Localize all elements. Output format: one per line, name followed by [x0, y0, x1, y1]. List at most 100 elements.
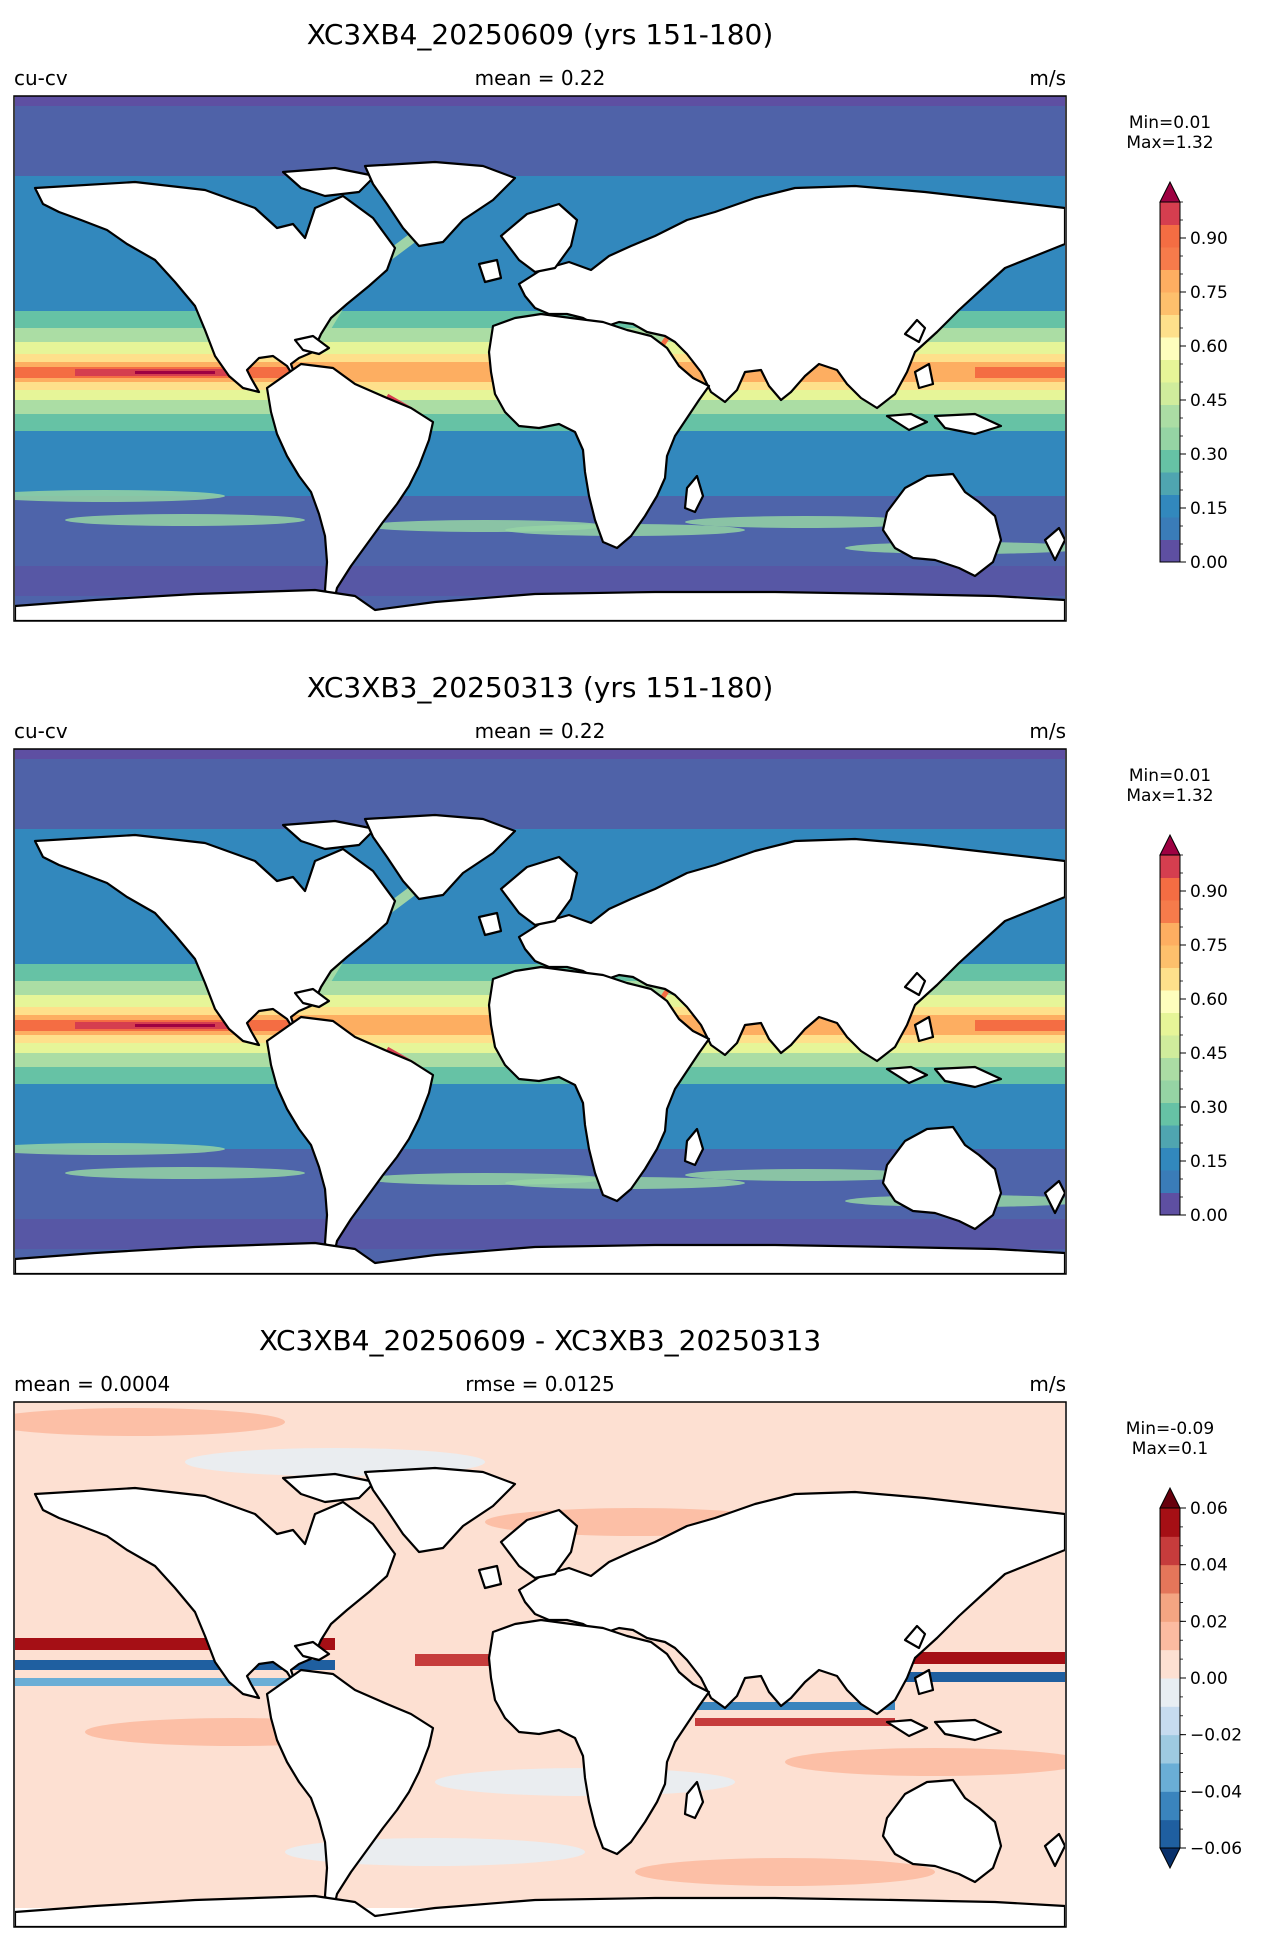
colorbar-swatch [1160, 337, 1180, 360]
colorbar-swatch [1160, 1102, 1180, 1126]
colorbar-swatch [1160, 449, 1180, 473]
colorbar-swatch [1160, 1649, 1180, 1679]
colorbar-swatch [1160, 945, 1180, 968]
colorbar-swatch [1160, 292, 1180, 315]
polar-band-north [15, 96, 1065, 176]
colorbar-swatch [1160, 1706, 1180, 1736]
panel-center-label: rmse = 0.0125 [465, 1372, 615, 1396]
panel-left-label: cu-cv [14, 719, 68, 743]
colorbar-swatch [1160, 404, 1180, 428]
colorbar-swatch [1160, 1819, 1180, 1849]
map-field [15, 96, 1065, 621]
polar-band-north [15, 749, 1065, 829]
map-panel-1: XC3XB4_20250609 (yrs 151-180) cu-cv mean =… [13, 18, 1228, 622]
colorbar-tick-label: 0.45 [1190, 391, 1228, 411]
colorbar-tick-label: 0.30 [1190, 445, 1228, 465]
colorbar-tick-label: −0.06 [1190, 1839, 1242, 1859]
colorbar-min-label: Min=0.01 [1129, 766, 1211, 786]
colorbar-tick-label: 0.90 [1190, 882, 1228, 902]
colorbar-swatch [1160, 1763, 1180, 1792]
colorbar-swatch [1160, 359, 1180, 383]
colorbar-min-label: Min=-0.09 [1126, 1419, 1214, 1439]
colorbar-swatch [1160, 1057, 1180, 1081]
colorbar-swatch [1160, 1678, 1180, 1707]
colorbar-extend-min [1159, 1847, 1181, 1870]
colorbar-tick-label: 0.60 [1190, 990, 1228, 1010]
map-field [15, 749, 1065, 1274]
colorbar-swatch [1160, 269, 1180, 293]
colorbar-max-label: Max=0.1 [1132, 1439, 1208, 1459]
colorbar-swatch [1160, 922, 1180, 946]
map-panel-2: XC3XB3_20250313 (yrs 151-180) cu-cv mean =… [13, 671, 1228, 1275]
map-field [15, 1402, 1065, 1927]
colorbar-tick-label: −0.04 [1190, 1782, 1242, 1802]
colorbar-tick-label: 0.75 [1190, 936, 1228, 956]
colorbar-swatch [1160, 967, 1180, 991]
panel-units-label: m/s [1029, 66, 1066, 90]
panel-title: XC3XB3_20250313 (yrs 151-180) [307, 671, 774, 704]
colorbar-swatch [1160, 314, 1180, 338]
colorbar-tick-label: 0.15 [1190, 1152, 1228, 1172]
colorbar-swatch [1160, 472, 1180, 495]
colorbar-swatch [1160, 877, 1180, 901]
colorbar-swatch [1160, 1125, 1180, 1148]
panel-center-label: mean = 0.22 [475, 719, 606, 743]
colorbar-tick-label: 0.00 [1190, 1669, 1228, 1689]
colorbar-swatch [1160, 1536, 1180, 1566]
colorbar-swatch [1160, 1080, 1180, 1103]
colorbar-tick-label: 0.60 [1190, 337, 1228, 357]
colorbar-swatch [1160, 382, 1180, 405]
panel-units-label: m/s [1029, 1372, 1066, 1396]
colorbar-tick-label: 0.06 [1190, 1499, 1228, 1519]
colorbar-tick-label: 0.00 [1190, 1206, 1228, 1226]
colorbar-tick-label: −0.02 [1190, 1726, 1242, 1746]
colorbar-swatch [1160, 1170, 1180, 1193]
colorbar-swatch [1160, 1508, 1180, 1537]
colorbar-swatch [1160, 855, 1180, 878]
panel-units-label: m/s [1029, 719, 1066, 743]
colorbar-tick-label: 0.75 [1190, 283, 1228, 303]
colorbar-max-label: Max=1.32 [1126, 133, 1213, 153]
colorbar-swatch [1160, 1192, 1180, 1216]
colorbar-swatch [1160, 1593, 1180, 1622]
colorbar-tick-label: 0.02 [1190, 1612, 1228, 1632]
colorbar-tick-label: 0.15 [1190, 499, 1228, 519]
colorbar-swatch [1160, 1564, 1180, 1594]
panel-title: XC3XB4_20250609 (yrs 151-180) [307, 18, 774, 51]
colorbar-swatch [1160, 224, 1180, 248]
colorbar-swatch [1160, 427, 1180, 450]
map-frame [13, 1401, 1067, 1928]
colorbar-swatch [1160, 247, 1180, 270]
colorbar-tick-label: 0.45 [1190, 1044, 1228, 1064]
colorbar-min-label: Min=0.01 [1129, 113, 1211, 133]
colorbar-extend-max [1159, 180, 1181, 203]
map-frame [13, 95, 1067, 622]
colorbar-swatch [1160, 1035, 1180, 1058]
panel-title: XC3XB4_20250609 - XC3XB3_20250313 [259, 1324, 821, 1357]
map-frame [13, 748, 1067, 1275]
colorbar-swatch [1160, 1621, 1180, 1651]
colorbar-swatch [1160, 1012, 1180, 1036]
colorbar-swatch [1160, 1734, 1180, 1764]
colorbar-extend-max [1159, 833, 1181, 856]
colorbar-swatch [1160, 494, 1180, 518]
colorbar-tick-label: 0.04 [1190, 1556, 1228, 1576]
colorbar-swatch [1160, 900, 1180, 923]
colorbar-swatch [1160, 990, 1180, 1013]
panel-center-label: mean = 0.22 [475, 66, 606, 90]
colorbar-swatch [1160, 539, 1180, 563]
colorbar-swatch [1160, 517, 1180, 540]
colorbar-max-label: Max=1.32 [1126, 786, 1213, 806]
panel-left-label: mean = 0.0004 [14, 1372, 170, 1396]
colorbar-swatch [1160, 1147, 1180, 1171]
panel-left-label: cu-cv [14, 66, 68, 90]
colorbar-swatch [1160, 1791, 1180, 1821]
colorbar-extend-max [1159, 1486, 1181, 1509]
colorbar-tick-label: 0.00 [1190, 553, 1228, 573]
colorbar-tick-label: 0.90 [1190, 229, 1228, 249]
